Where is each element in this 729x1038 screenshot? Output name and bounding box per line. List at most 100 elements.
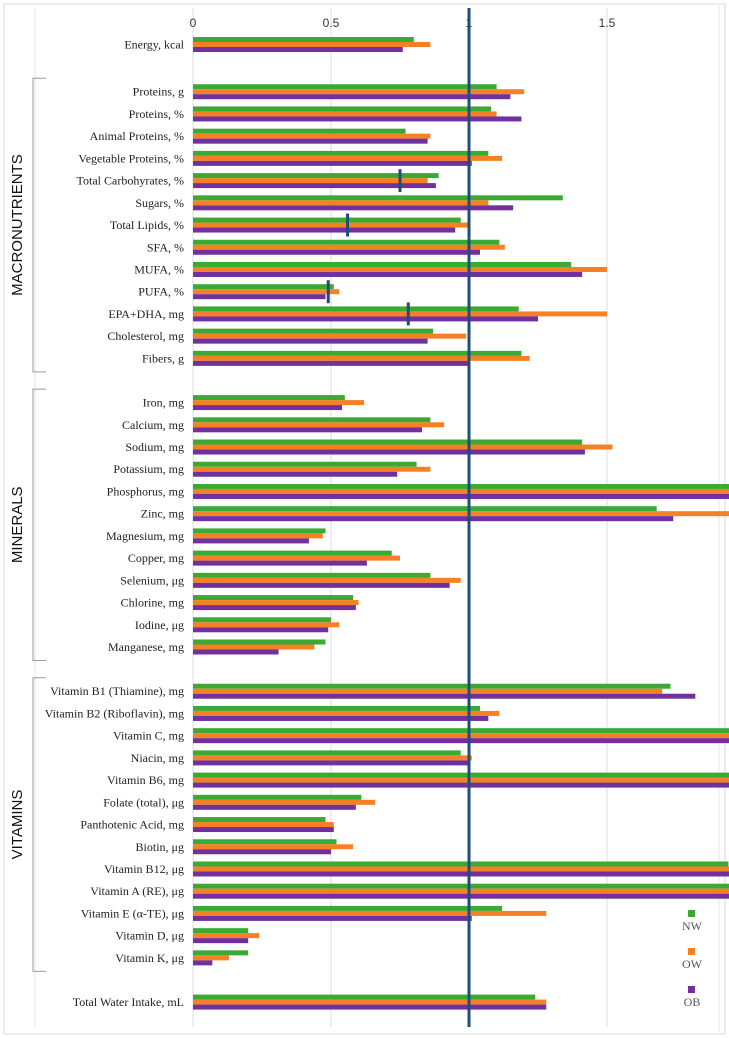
bar-folate-total-g-nw	[193, 794, 362, 800]
bar-vegetable-proteins-nw	[193, 150, 489, 156]
row-label-potassium-mg: Potassium, mg	[113, 462, 184, 476]
bar-potassium-mg-ow	[193, 466, 431, 472]
bar-iodine-g-ow	[193, 622, 340, 628]
bar-magnesium-mg-nw	[193, 528, 326, 534]
bar-manganese-mg-nw	[193, 639, 326, 645]
bar-niacin-mg-nw	[193, 750, 461, 756]
row-label-phosphorus-mg: Phosphorus, mg	[107, 484, 184, 498]
bar-cholesterol-mg-nw	[193, 328, 434, 334]
row-label-vitamin-c-mg: Vitamin C, mg	[113, 729, 184, 743]
bar-copper-mg-ow	[193, 555, 400, 561]
bar-iodine-g-ob	[193, 627, 329, 633]
bar-sodium-mg-nw	[193, 439, 583, 445]
bar-vitamin-e-te-g-ob	[193, 915, 472, 921]
row-label-sodium-mg: Sodium, mg	[125, 440, 184, 454]
bar-sugars-ow	[193, 200, 489, 206]
bar-calcium-mg-ow	[193, 422, 445, 428]
row-label-epa-dha-mg: EPA+DHA, mg	[108, 307, 184, 321]
bar-epa-dha-mg-ow	[193, 311, 607, 317]
bar-total-lipids-ob	[193, 227, 456, 233]
row-label-biotin-g: Biotin, μg	[136, 840, 184, 854]
bar-vitamin-k-g-nw	[193, 950, 249, 956]
bar-mufa-ob	[193, 271, 583, 277]
bar-energy-kcal-ow	[193, 42, 431, 47]
row-label-iodine-g: Iodine, μg	[135, 618, 184, 632]
row-label-pufa: PUFA, %	[138, 285, 184, 299]
bar-vitamin-a-re-g-ow	[193, 888, 729, 894]
bar-vitamin-b12-g-nw	[193, 861, 729, 867]
row-label-zinc-mg: Zinc, mg	[141, 507, 184, 521]
bar-panthotenic-acid-mg-nw	[193, 817, 326, 823]
threshold-markers	[326, 169, 410, 326]
bar-mufa-nw	[193, 261, 572, 267]
bar-energy-kcal-nw	[193, 37, 414, 42]
bar-vitamin-d-g-ob	[193, 938, 249, 944]
legend-label-nw: NW	[682, 919, 703, 933]
bar-pufa-ow	[193, 289, 340, 295]
bar-biotin-g-ow	[193, 844, 354, 850]
bar-manganese-mg-ow	[193, 644, 315, 650]
bar-sfa-nw	[193, 239, 500, 245]
bar-copper-mg-ob	[193, 560, 367, 566]
row-label-calcium-mg: Calcium, mg	[122, 418, 184, 432]
bar-fibers-g-nw	[193, 350, 522, 356]
row-label-total-water-intake-ml: Total Water Intake, mL	[73, 995, 184, 1009]
legend-swatch-ob	[688, 986, 695, 993]
row-label-energy-kcal: Energy, kcal	[124, 38, 184, 52]
bar-sfa-ow	[193, 244, 505, 250]
bar-proteins-g-ow	[193, 89, 525, 95]
bar-vitamin-d-g-ow	[193, 933, 260, 939]
bar-potassium-mg-nw	[193, 461, 417, 467]
bar-pufa-ob	[193, 294, 326, 300]
bar-vitamin-b2-riboflavin-mg-ob	[193, 715, 489, 721]
bar-vitamin-b12-g-ow	[193, 866, 729, 872]
group-label-macronutrients: MACRONUTRIENTS	[9, 154, 26, 296]
bar-animal-proteins-ow	[193, 133, 431, 139]
legend: NW OW OB	[682, 910, 703, 1009]
row-label-vitamin-d-g: Vitamin D, μg	[115, 929, 184, 943]
bar-vitamin-c-mg-nw	[193, 728, 729, 734]
bar-proteins-nw	[193, 106, 492, 112]
row-label-vitamin-e-te-g: Vitamin E (α-TE), μg	[81, 906, 184, 920]
bar-sfa-ob	[193, 249, 481, 255]
bar-vitamin-b1-thiamine-mg-ow	[193, 688, 663, 694]
bar-animal-proteins-nw	[193, 128, 406, 134]
row-label-sugars: Sugars, %	[135, 196, 184, 210]
bar-vitamin-b1-thiamine-mg-ob	[193, 693, 696, 699]
chart-frame	[3, 3, 726, 1035]
row-label-manganese-mg: Manganese, mg	[108, 640, 184, 654]
bar-chlorine-mg-ob	[193, 605, 356, 611]
bar-vitamin-b6-mg-nw	[193, 772, 729, 778]
legend-swatch-ow	[688, 948, 695, 955]
row-label-mufa: MUFA, %	[134, 262, 184, 276]
bar-copper-mg-nw	[193, 550, 392, 556]
row-label-magnesium-mg: Magnesium, mg	[106, 529, 184, 543]
group-label-vitamins: VITAMINS	[9, 790, 26, 860]
bar-vitamin-b1-thiamine-mg-nw	[193, 683, 671, 689]
bar-zinc-mg-ow	[193, 511, 729, 517]
row-label-vitamin-b6-mg: Vitamin B6, mg	[107, 773, 184, 787]
row-label-fibers-g: Fibers, g	[142, 351, 184, 365]
bar-mufa-ow	[193, 266, 607, 272]
bar-total-water-intake-ml-ob	[193, 1004, 547, 1010]
bar-magnesium-mg-ob	[193, 538, 309, 544]
bar-sodium-mg-ob	[193, 449, 585, 455]
bar-selenium-g-nw	[193, 572, 431, 578]
bar-potassium-mg-ob	[193, 471, 398, 477]
x-axis-ticks: 00.511.522.533.5	[190, 16, 616, 30]
bar-vegetable-proteins-ob	[193, 160, 472, 166]
row-label-total-lipids: Total Lipids, %	[110, 218, 184, 232]
bar-biotin-g-nw	[193, 839, 337, 845]
bar-niacin-mg-ob	[193, 760, 469, 766]
bar-pufa-nw	[193, 284, 334, 290]
bar-proteins-ow	[193, 111, 497, 117]
bar-total-carbohyrates-ob	[193, 183, 436, 189]
bar-panthotenic-acid-mg-ob	[193, 827, 334, 833]
bar-magnesium-mg-ow	[193, 533, 323, 539]
bar-vitamin-b2-riboflavin-mg-nw	[193, 705, 481, 711]
bracket-minerals	[32, 388, 46, 661]
row-label-vitamin-a-re-g: Vitamin A (RE), μg	[90, 884, 184, 898]
bar-phosphorus-mg-ob	[193, 493, 729, 499]
bar-total-carbohyrates-ow	[193, 178, 428, 184]
